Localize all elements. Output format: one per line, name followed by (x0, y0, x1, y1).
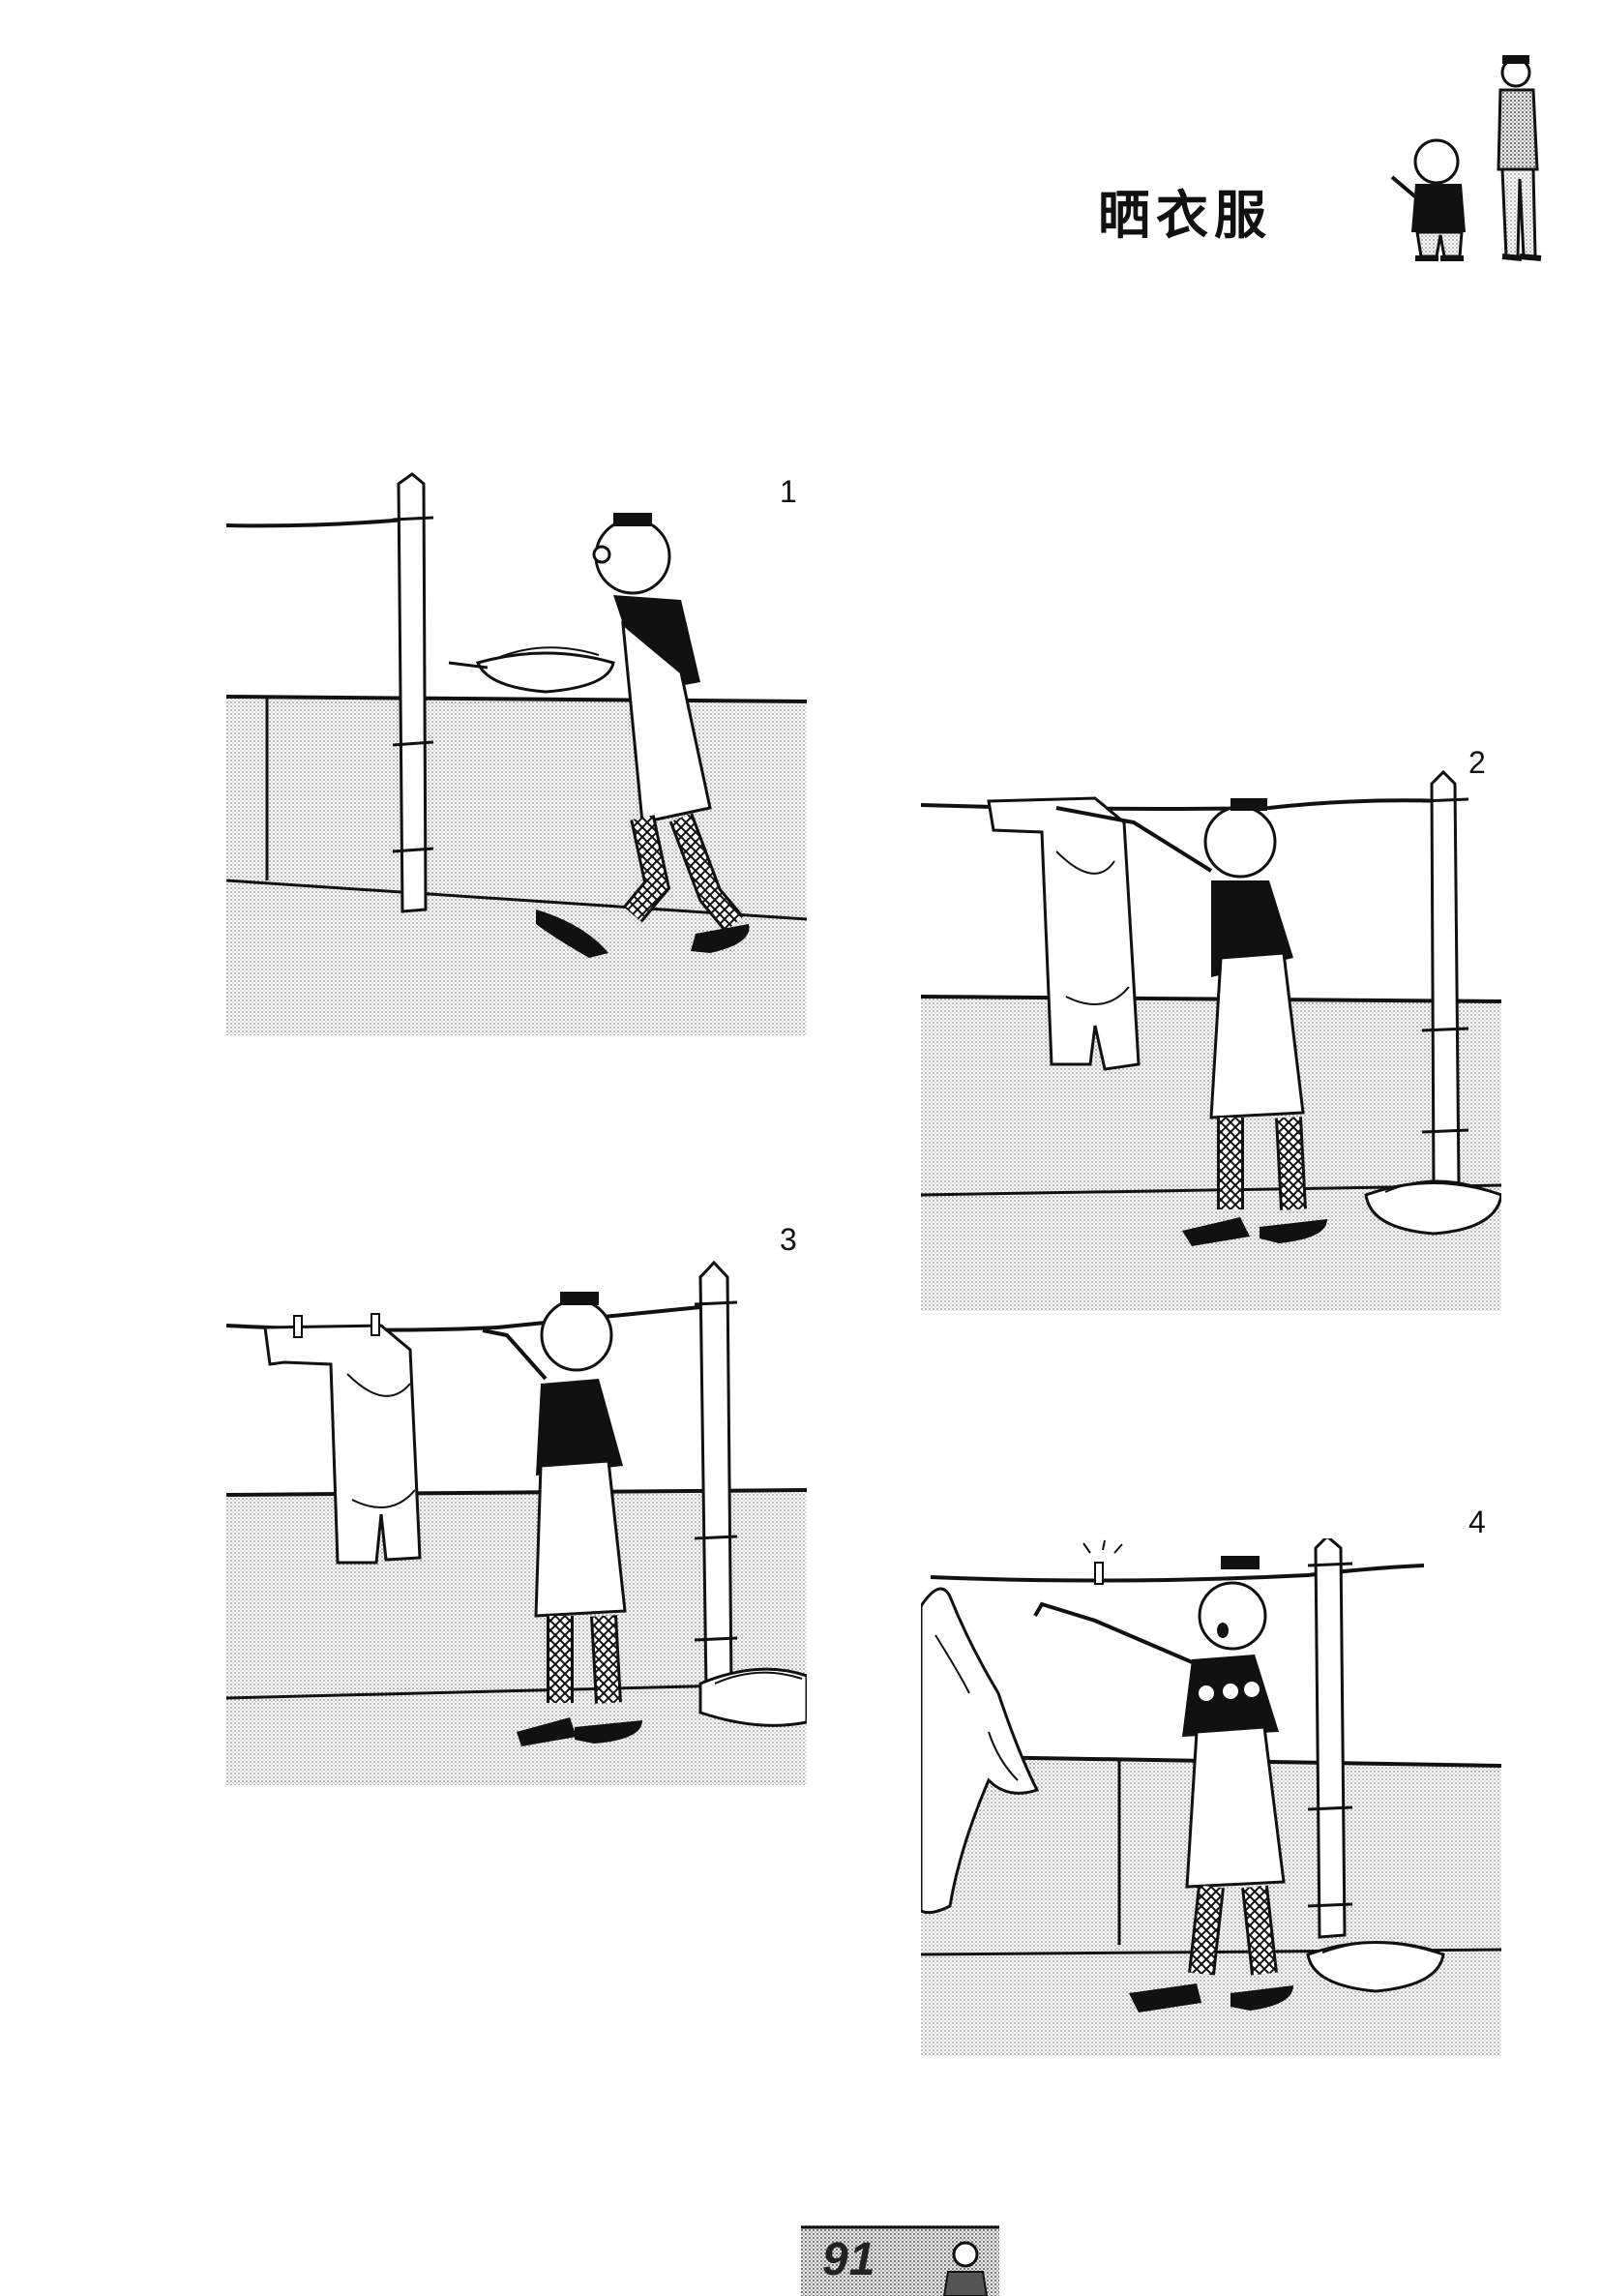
page-number: 91 (822, 2234, 876, 2285)
mascot-characters-illustration (1390, 55, 1542, 261)
panel-3-number: 3 (780, 1222, 797, 1257)
comic-panel-2 (921, 755, 1501, 1311)
page-title: 晒衣服 (1098, 185, 1272, 246)
comic-panel-4 (921, 1538, 1501, 2056)
page-number-tab: 91 (801, 2225, 999, 2296)
panel-2-number: 2 (1468, 745, 1486, 780)
comic-panel-3 (226, 1258, 807, 1785)
panel-1-number: 1 (780, 474, 797, 509)
panel-4-number: 4 (1468, 1505, 1486, 1539)
comic-panel-1 (226, 469, 807, 1035)
